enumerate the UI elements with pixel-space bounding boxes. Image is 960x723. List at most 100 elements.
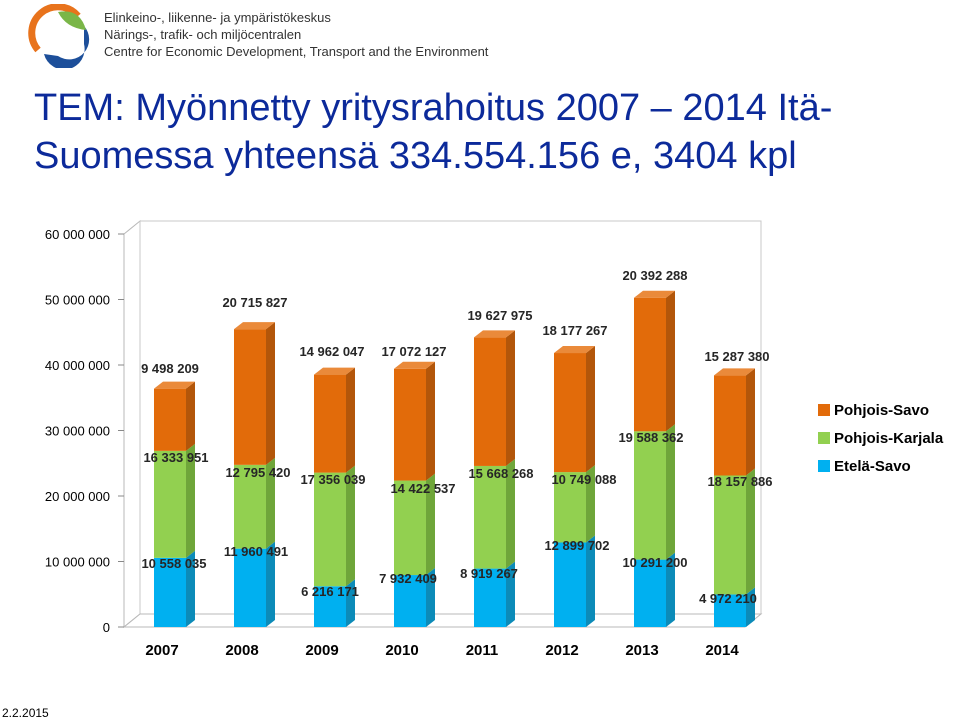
x-tick-label: 2009 xyxy=(305,642,338,659)
bar-pohjois-savo-2011 xyxy=(474,337,506,466)
org-name-sv: Närings-, trafik- och miljöcentralen xyxy=(104,27,302,42)
y-tick-label: 40 000 000 xyxy=(45,358,110,373)
data-label: 20 715 827 xyxy=(222,295,287,310)
data-label: 10 749 088 xyxy=(551,472,616,487)
bar-side-etela-savo-2007 xyxy=(186,550,195,627)
legend-label-etela-savo: Etelä-Savo xyxy=(834,457,911,475)
x-tick-label: 2014 xyxy=(705,642,739,659)
logo-blue-shape xyxy=(44,26,90,68)
bar-top-2011 xyxy=(474,330,515,338)
y-tick-label: 20 000 000 xyxy=(45,489,110,504)
data-label: 6 216 171 xyxy=(301,584,359,599)
data-label: 11 960 491 xyxy=(224,544,288,559)
bar-side-etela-savo-2014 xyxy=(746,587,755,627)
legend-label-pohjois-karjala: Pohjois-Karjala xyxy=(834,429,944,447)
data-label: 12 899 702 xyxy=(544,538,609,553)
logo-orange-arc xyxy=(28,4,81,53)
bar-side-pohjois-karjala-2010 xyxy=(426,473,435,576)
chart-legend: Pohjois-Savo Pohjois-Karjala Etelä-Savo xyxy=(818,396,943,480)
logo-green-leaf xyxy=(58,11,86,30)
data-label: 18 177 267 xyxy=(542,323,607,338)
bar-pohjois-savo-2013 xyxy=(634,297,666,432)
bar-side-pohjois-karjala-2007 xyxy=(186,443,195,558)
data-label: 14 962 047 xyxy=(299,344,364,359)
data-label: 15 668 268 xyxy=(468,466,533,481)
bar-side-pohjois-savo-2013 xyxy=(666,290,675,432)
chart-side-wall xyxy=(123,219,141,629)
data-label: 17 072 127 xyxy=(381,344,446,359)
bar-side-etela-savo-2009 xyxy=(346,579,355,627)
data-label: 14 422 537 xyxy=(390,481,455,496)
x-tick-label: 2007 xyxy=(145,642,178,659)
bar-top-2008 xyxy=(234,322,275,330)
data-label: 18 157 886 xyxy=(707,474,772,489)
data-label: 10 291 200 xyxy=(622,555,687,570)
slide-title: TEM: Myönnetty yritysrahoitus 2007 – 201… xyxy=(34,84,934,180)
bar-pohjois-karjala-2010 xyxy=(394,480,426,576)
bar-side-pohjois-savo-2010 xyxy=(426,361,435,481)
bar-etela-savo-2010 xyxy=(394,575,426,627)
bar-pohjois-savo-2010 xyxy=(394,368,426,481)
bar-etela-savo-2012 xyxy=(554,542,586,627)
data-label: 12 795 420 xyxy=(225,465,290,480)
legend-item-pohjois-savo: Pohjois-Savo xyxy=(818,396,943,424)
y-tick-label: 10 000 000 xyxy=(45,555,110,570)
bar-side-pohjois-karjala-2011 xyxy=(506,458,515,569)
x-tick-label: 2010 xyxy=(385,642,418,659)
legend-item-etela-savo: Etelä-Savo xyxy=(818,452,943,480)
y-tick-label: 50 000 000 xyxy=(45,293,110,308)
bar-pohjois-karjala-2008 xyxy=(234,464,266,549)
bar-pohjois-savo-2009 xyxy=(314,374,346,473)
bar-side-etela-savo-2013 xyxy=(666,552,675,627)
bar-etela-savo-2013 xyxy=(634,559,666,627)
x-tick-label: 2012 xyxy=(545,642,578,659)
legend-item-pohjois-karjala: Pohjois-Karjala xyxy=(818,424,943,452)
org-name-fi: Elinkeino-, liikenne- ja ympäristökeskus xyxy=(104,10,331,25)
data-label: 7 932 409 xyxy=(379,571,437,586)
y-tick-label: 0 xyxy=(103,620,110,635)
bar-side-pohjois-savo-2007 xyxy=(186,381,195,451)
slide-date: 2.2.2015 xyxy=(2,706,49,720)
bar-pohjois-savo-2014 xyxy=(714,375,746,476)
data-label: 16 333 951 xyxy=(143,450,208,465)
x-tick-label: 2013 xyxy=(625,642,658,659)
legend-label-pohjois-savo: Pohjois-Savo xyxy=(834,401,930,419)
bar-top-2013 xyxy=(634,290,675,298)
bar-side-pohjois-savo-2009 xyxy=(346,367,355,473)
data-label: 4 972 210 xyxy=(699,591,757,606)
slide-title-line-2: Suomessa yhteensä 334.554.156 e, 3404 kp… xyxy=(34,135,797,177)
bar-etela-savo-2011 xyxy=(474,568,506,627)
bar-top-2014 xyxy=(714,368,755,376)
x-tick-label: 2011 xyxy=(466,642,499,659)
bar-etela-savo-2009 xyxy=(314,586,346,627)
bar-pohjois-savo-2012 xyxy=(554,353,586,473)
y-tick-label: 30 000 000 xyxy=(45,424,110,439)
bar-top-2012 xyxy=(554,346,595,354)
data-label: 19 627 975 xyxy=(467,308,532,323)
bar-side-pohjois-karjala-2013 xyxy=(666,424,675,560)
bar-pohjois-savo-2008 xyxy=(234,329,266,465)
bar-top-2010 xyxy=(394,361,435,369)
bar-pohjois-karjala-2009 xyxy=(314,472,346,587)
bar-side-pohjois-karjala-2009 xyxy=(346,465,355,587)
bar-side-etela-savo-2008 xyxy=(266,541,275,627)
legend-swatch-pohjois-savo xyxy=(818,404,830,416)
bar-side-pohjois-savo-2014 xyxy=(746,368,755,476)
bar-side-etela-savo-2012 xyxy=(586,535,595,627)
slide-title-line-1: TEM: Myönnetty yritysrahoitus 2007 – 201… xyxy=(34,87,833,129)
bar-side-pohjois-karjala-2012 xyxy=(586,465,595,543)
bar-pohjois-karjala-2013 xyxy=(634,431,666,560)
bar-side-pohjois-savo-2012 xyxy=(586,346,595,473)
bar-side-etela-savo-2010 xyxy=(426,568,435,627)
data-label: 20 392 288 xyxy=(622,268,687,283)
bar-pohjois-karjala-2014 xyxy=(714,475,746,595)
bar-pohjois-karjala-2007 xyxy=(154,450,186,558)
data-label: 19 588 362 xyxy=(618,430,683,445)
bar-side-etela-savo-2011 xyxy=(506,561,515,627)
bar-top-2007 xyxy=(154,381,195,389)
x-tick-label: 2008 xyxy=(225,642,258,659)
bar-side-pohjois-karjala-2014 xyxy=(746,468,755,595)
bar-pohjois-karjala-2012 xyxy=(554,472,586,543)
bar-side-pohjois-karjala-2008 xyxy=(266,457,275,549)
